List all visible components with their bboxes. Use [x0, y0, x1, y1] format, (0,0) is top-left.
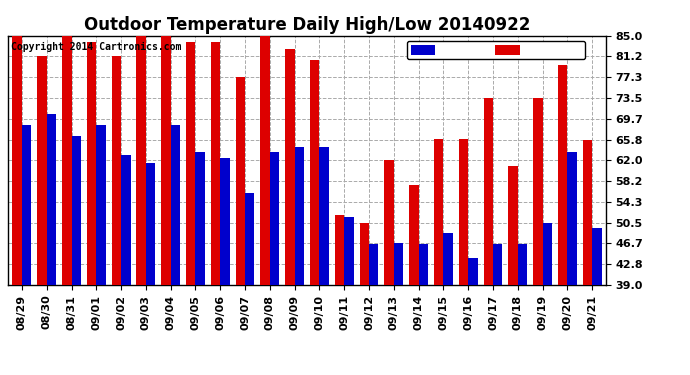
Bar — [146, 163, 155, 285]
Bar — [567, 152, 577, 285]
Bar — [285, 49, 295, 285]
Bar — [260, 36, 270, 285]
Bar — [186, 42, 195, 285]
Bar — [542, 223, 552, 285]
Bar — [394, 243, 403, 285]
Bar — [558, 66, 567, 285]
Bar — [72, 136, 81, 285]
Bar — [270, 152, 279, 285]
Bar — [220, 158, 230, 285]
Bar — [121, 155, 130, 285]
Bar — [37, 56, 47, 285]
Bar — [335, 214, 344, 285]
Bar — [22, 125, 31, 285]
Bar — [419, 244, 428, 285]
Bar — [344, 217, 354, 285]
Bar — [195, 152, 205, 285]
Bar — [469, 258, 477, 285]
Bar — [409, 185, 419, 285]
Bar — [12, 36, 22, 285]
Bar — [47, 114, 56, 285]
Bar — [319, 147, 329, 285]
Bar — [62, 36, 72, 285]
Bar — [484, 98, 493, 285]
Bar — [310, 60, 319, 285]
Bar — [245, 193, 255, 285]
Text: Copyright 2014 Cartronics.com: Copyright 2014 Cartronics.com — [11, 42, 181, 52]
Bar — [236, 77, 245, 285]
Bar — [369, 244, 378, 285]
Bar — [459, 139, 469, 285]
Bar — [444, 234, 453, 285]
Bar — [359, 223, 369, 285]
Bar — [137, 36, 146, 285]
Bar — [518, 244, 527, 285]
Title: Outdoor Temperature Daily High/Low 20140922: Outdoor Temperature Daily High/Low 20140… — [84, 16, 530, 34]
Bar — [170, 125, 180, 285]
Bar — [161, 36, 170, 285]
Bar — [211, 42, 220, 285]
Bar — [434, 139, 444, 285]
Bar — [583, 140, 592, 285]
Legend: Low  (°F), High  (°F): Low (°F), High (°F) — [407, 41, 585, 59]
Bar — [384, 160, 394, 285]
Bar — [87, 42, 97, 285]
Bar — [592, 228, 602, 285]
Bar — [509, 166, 518, 285]
Bar — [97, 125, 106, 285]
Bar — [295, 147, 304, 285]
Bar — [533, 98, 542, 285]
Bar — [493, 244, 502, 285]
Bar — [112, 56, 121, 285]
